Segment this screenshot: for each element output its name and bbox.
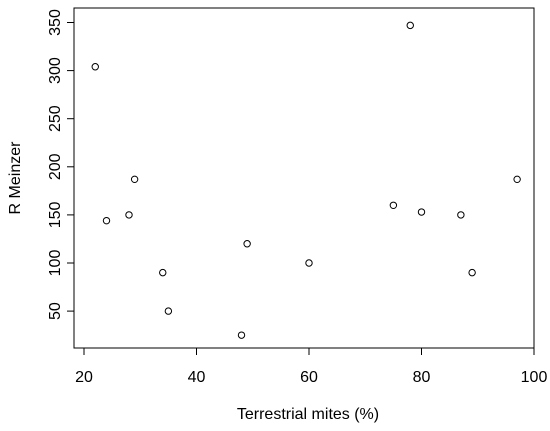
data-point-8 [243,240,251,248]
data-point-7 [237,331,246,339]
data-point-14 [468,268,476,277]
y-axis-title: R Meinzer [7,141,24,215]
data-point-13 [457,211,465,219]
y-tick-label-200: 200 [47,153,64,180]
data-point-11 [406,21,414,30]
y-tick-label-50: 50 [47,302,64,320]
data-point-1 [91,63,99,71]
y-tick-label-300: 300 [47,57,64,84]
x-tick-label-100: 100 [521,369,548,386]
y-tick-label-250: 250 [47,105,64,132]
data-point-6 [164,307,173,315]
x-axis: 20 40 60 80 100 [75,348,547,386]
x-tick-label-40: 40 [188,369,206,386]
y-axis: 50 100 150 200 250 300 350 [47,9,74,320]
data-point-4 [130,175,139,184]
data-points [91,21,521,339]
data-point-3 [125,211,133,219]
x-tick-label-60: 60 [300,369,318,386]
data-point-2 [102,216,111,225]
x-tick-label-20: 20 [75,369,93,386]
data-point-9 [305,259,313,267]
plot-frame [73,7,535,349]
y-tick-label-100: 100 [47,250,64,277]
data-point-15 [513,175,521,184]
y-tick-label-150: 150 [47,201,64,228]
x-axis-title: Terrestrial mites (%) [237,406,379,423]
y-tick-label-350: 350 [47,9,64,36]
data-point-12 [417,208,426,216]
x-tick-label-80: 80 [413,369,431,386]
data-point-5 [159,268,167,277]
data-point-10 [389,201,398,209]
